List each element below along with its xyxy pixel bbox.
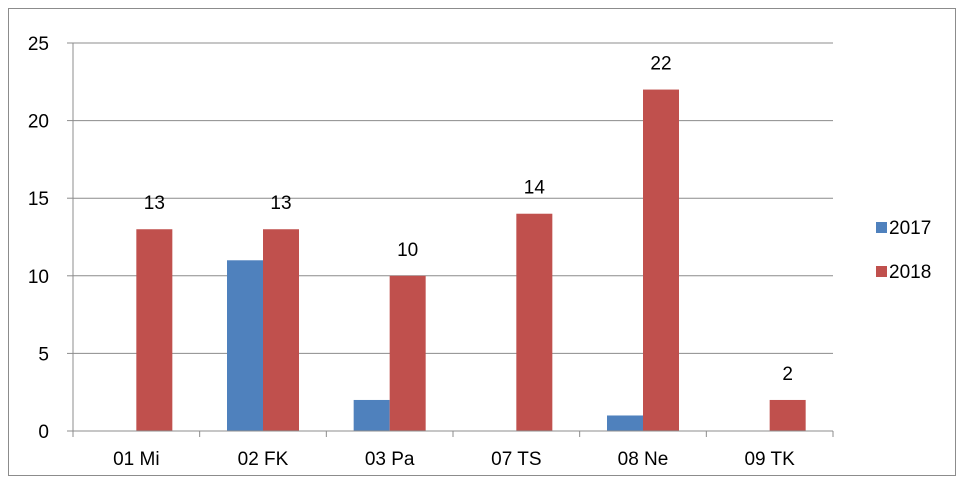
y-tick-label: 20 [28, 112, 49, 133]
bar-2018-02-FK [263, 229, 299, 431]
data-label: 10 [397, 240, 418, 261]
x-tick-label: 08 Ne [618, 449, 669, 470]
legend-swatch-2017 [876, 222, 887, 233]
bar-2018-07-TS [516, 213, 553, 431]
data-label: 13 [144, 193, 165, 214]
bar-2018-03-Pa [389, 275, 426, 431]
legend: 2017 2018 [876, 218, 931, 283]
bar-2017-03-Pa [353, 399, 390, 431]
data-label: 22 [650, 54, 671, 75]
data-label: 13 [270, 193, 291, 214]
x-tick-label: 07 TS [491, 449, 541, 470]
labels: 0 5 10 15 20 25 01 Mi 02 FK 03 Pa 07 TS 08 Ne 09 TK… [28, 34, 795, 470]
bars [136, 89, 806, 431]
bar-2018-09-TK [769, 399, 806, 431]
axes [67, 42, 834, 437]
bar-2017-02-FK [227, 260, 263, 431]
data-label: 14 [524, 178, 546, 199]
legend-label: 2018 [889, 262, 931, 283]
bar-2017-08-Ne [607, 415, 643, 431]
y-tick-label: 25 [28, 34, 49, 55]
bar-2018-01-Mi [136, 229, 173, 431]
y-tick-label: 10 [28, 267, 49, 288]
x-tick-label: 09 TK [744, 449, 795, 470]
bar-2018-08-Ne [643, 89, 679, 431]
x-tick-label: 01 Mi [113, 449, 159, 470]
data-label: 2 [782, 364, 793, 385]
y-tick-label: 5 [38, 344, 49, 365]
legend-label: 2017 [889, 218, 931, 239]
y-tick-label: 15 [28, 189, 49, 210]
gridlines [73, 42, 833, 354]
x-tick-label: 03 Pa [365, 449, 415, 470]
y-tick-label: 0 [38, 422, 49, 443]
x-tick-label: 02 FK [238, 449, 289, 470]
legend-swatch-2018 [876, 266, 887, 277]
